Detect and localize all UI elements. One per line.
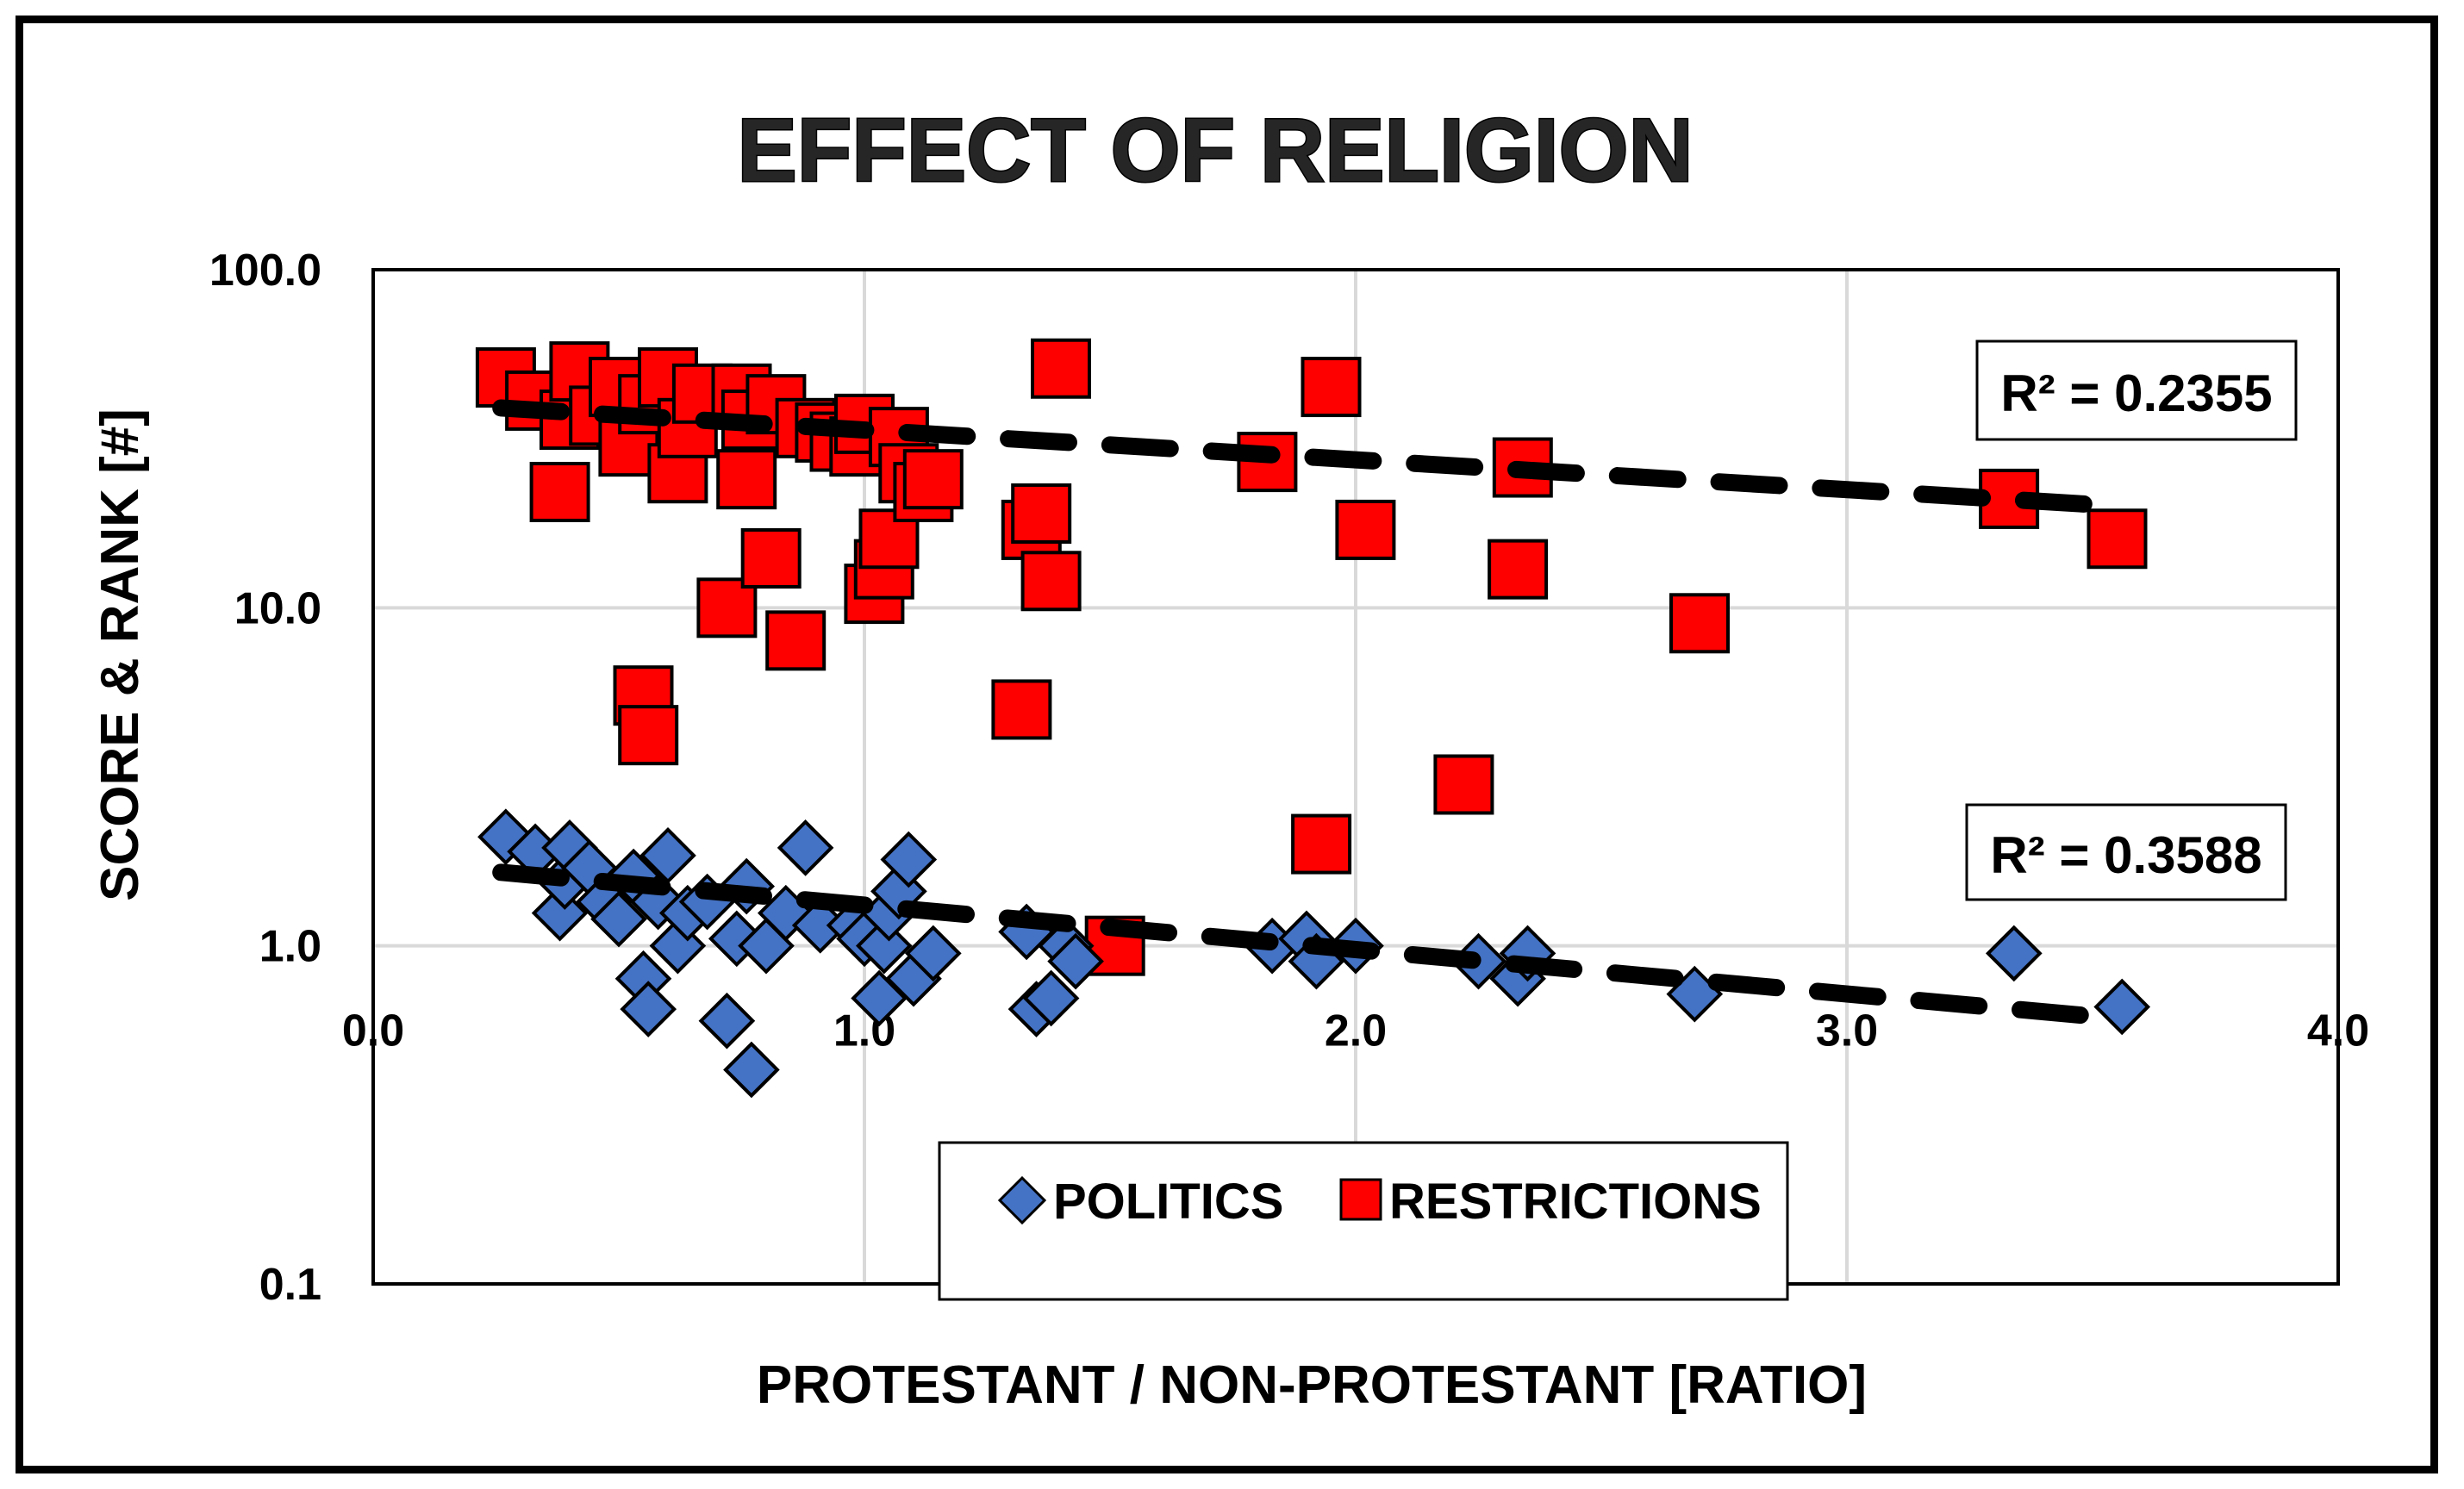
y-tick-label: 100.0 [209, 246, 321, 296]
data-point-restrictions [618, 705, 679, 766]
y-axis-label: SCORE & RANK [#] [90, 408, 150, 901]
data-point-politics [620, 981, 677, 1037]
legend-label-restrictions: RESTRICTIONS [1389, 1174, 1762, 1230]
trendlines [492, 399, 2126, 1027]
data-point-restrictions [716, 449, 777, 510]
y-tick-label: 1.0 [259, 922, 321, 972]
x-axis-label: PROTESTANT / NON-PROTESTANT [RATIO] [757, 1355, 1867, 1415]
data-point-politics [590, 890, 647, 948]
data-point-restrictions [1433, 754, 1494, 815]
data-point-politics [1985, 925, 2043, 982]
trendline-restrictions [492, 399, 2126, 515]
y-tick-label: 0.1 [259, 1260, 321, 1310]
x-tick-label: 3.0 [1816, 1006, 1878, 1056]
data-point-restrictions [902, 449, 964, 510]
data-point-restrictions [1488, 539, 1549, 600]
legend-box [938, 1141, 1789, 1301]
data-point-politics [904, 925, 962, 982]
r2-label-politics: R² = 0.3588 [1990, 826, 2261, 884]
data-point-politics [880, 831, 938, 888]
data-point-restrictions [1669, 593, 1730, 654]
r2-box-politics: R² = 0.3588 [1965, 803, 2287, 901]
data-point-restrictions [1301, 357, 1362, 418]
data-point-politics [1047, 932, 1104, 990]
trendline-politics [492, 863, 2126, 1027]
data-point-politics [2093, 978, 2151, 1036]
x-tick-label: 4.0 [2307, 1006, 2369, 1056]
legend-square-icon [1339, 1178, 1382, 1221]
data-point-restrictions [740, 528, 802, 589]
data-point-restrictions [529, 461, 590, 522]
data-point-restrictions [765, 610, 827, 671]
data-point-politics [723, 1041, 780, 1099]
data-point-restrictions [1291, 813, 1352, 875]
data-point-restrictions [1031, 338, 1091, 399]
x-tick-label: 0.0 [342, 1006, 404, 1056]
data-point-politics [777, 819, 834, 876]
x-tick-label: 2.0 [1325, 1006, 1387, 1056]
chart-title: EFFECT OF RELIGION [737, 101, 1693, 201]
data-point-politics [1022, 969, 1080, 1027]
r2-label-restrictions: R² = 0.2355 [2000, 364, 2272, 422]
data-point-politics [698, 992, 756, 1050]
y-tick-label: 10.0 [234, 583, 321, 633]
data-point-restrictions [2087, 508, 2148, 570]
data-point-restrictions [991, 679, 1052, 740]
legend: POLITICS RESTRICTIONS [938, 1141, 1789, 1301]
data-point-restrictions [696, 577, 758, 639]
legend-diamond-icon [997, 1175, 1047, 1225]
r2-box-restrictions: R² = 0.2355 [1975, 340, 2298, 441]
data-point-restrictions [1335, 499, 1396, 560]
data-point-restrictions [1011, 483, 1072, 544]
data-point-restrictions [1020, 551, 1082, 612]
legend-label-politics: POLITICS [1053, 1174, 1283, 1230]
